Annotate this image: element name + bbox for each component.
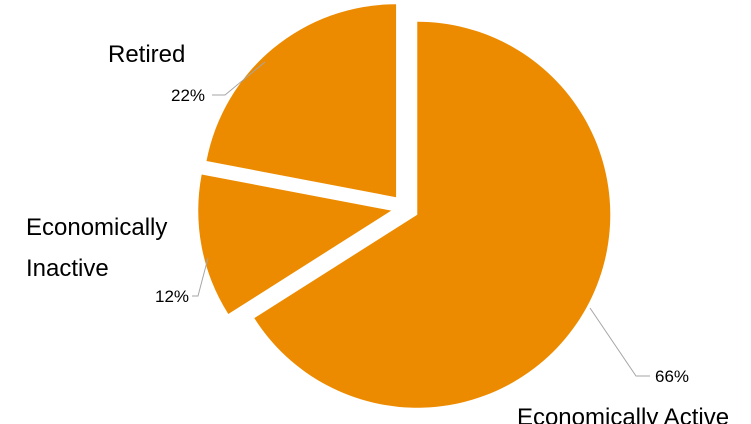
slice-category-label: Retired [108,41,185,68]
pie-slice [206,4,396,197]
leader-line [192,258,208,296]
leader-line [590,308,650,376]
slice-category-label: Inactive [26,255,109,282]
slice-category-label: Economically [26,214,167,241]
slice-category-label: Economically Active [517,404,729,424]
slice-value-label: 66% [655,367,689,386]
slice-value-label: 12% [155,287,189,306]
slice-value-label: 22% [171,86,205,105]
